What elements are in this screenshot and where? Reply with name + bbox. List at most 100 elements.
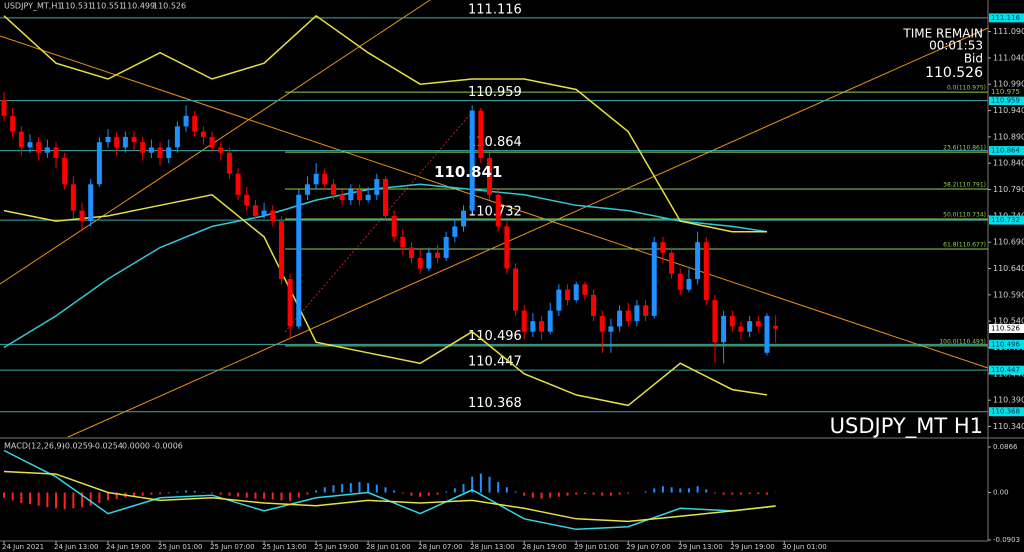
candle-body bbox=[105, 136, 111, 143]
macd-y-tick-label: 0.0866 bbox=[993, 443, 1018, 451]
fib-label: 38.2(110.791) bbox=[943, 182, 986, 189]
x-tick-label: 28 Jun 01:00 bbox=[366, 543, 410, 551]
candle-body bbox=[677, 273, 683, 290]
macd-bar bbox=[185, 490, 188, 493]
candle-body bbox=[729, 315, 735, 327]
x-tick-label: 24 Jun 13:00 bbox=[54, 543, 98, 551]
macd-bar bbox=[661, 486, 664, 493]
candle-body bbox=[478, 110, 484, 158]
macd-bar bbox=[63, 492, 66, 510]
candle-body bbox=[660, 242, 666, 253]
candle-body bbox=[521, 310, 527, 332]
macd-bar bbox=[462, 484, 465, 493]
candle-body bbox=[209, 136, 215, 148]
x-tick-label: 24 Jun 19:00 bbox=[106, 543, 150, 551]
macd-bar bbox=[202, 491, 205, 493]
macd-bar bbox=[323, 487, 326, 493]
macd-y-tick-label: 0.00 bbox=[993, 489, 1009, 497]
macd-bar bbox=[670, 487, 673, 493]
macd-line bbox=[3, 449, 776, 531]
candle-body bbox=[140, 142, 146, 153]
candle-body bbox=[573, 284, 579, 301]
macd-bar bbox=[280, 492, 283, 501]
macd-bar bbox=[289, 492, 292, 501]
macd-bar bbox=[479, 473, 482, 493]
candle-body bbox=[695, 242, 701, 280]
x-tick-label: 28 Jun 13:00 bbox=[470, 543, 514, 551]
price-text: 110.841 bbox=[434, 163, 502, 181]
price-badge-label: 110.975 bbox=[991, 88, 1020, 96]
candle-body bbox=[174, 126, 180, 148]
candle-body bbox=[504, 226, 510, 269]
y-tick-label: 110.640 bbox=[993, 264, 1024, 273]
x-tick-label: 30 Jun 01:00 bbox=[782, 543, 826, 551]
macd-bar bbox=[713, 492, 716, 494]
macd-readout: -0.0259 bbox=[62, 442, 93, 451]
y-tick-label: 110.940 bbox=[993, 106, 1024, 115]
macd-bar bbox=[358, 482, 361, 493]
candle-body bbox=[582, 284, 588, 295]
macd-bar bbox=[375, 484, 378, 493]
candle-body bbox=[773, 325, 779, 329]
candle-body bbox=[530, 321, 536, 332]
macd-bar bbox=[427, 492, 430, 496]
macd-bar bbox=[219, 492, 222, 495]
candle-body bbox=[53, 147, 59, 158]
macd-bar bbox=[488, 476, 491, 493]
x-tick-label: 29 Jun 01:00 bbox=[574, 543, 618, 551]
macd-bar bbox=[81, 492, 84, 508]
macd-bar bbox=[540, 492, 543, 499]
macd-title: MACD(12,26,9) bbox=[4, 442, 65, 451]
fib-label: 0.0(110.975) bbox=[947, 85, 986, 92]
candle-body bbox=[435, 252, 440, 258]
price-badge-label: 110.526 bbox=[991, 325, 1020, 333]
y-tick-label: 111.040 bbox=[993, 53, 1024, 62]
info-text: 00:01:53 bbox=[929, 39, 983, 53]
candle-body bbox=[244, 194, 250, 206]
macd-bar bbox=[514, 491, 517, 493]
candle-body bbox=[539, 321, 545, 332]
header-value: 110.499 bbox=[122, 2, 155, 11]
candle-body bbox=[400, 236, 406, 248]
level-label: 110.959 bbox=[468, 85, 522, 100]
candle-body bbox=[330, 184, 336, 195]
macd-bar bbox=[263, 492, 266, 499]
indicator-line bbox=[3, 193, 768, 407]
x-tick-label: 25 Jun 13:00 bbox=[262, 543, 306, 551]
x-tick-label: 29 Jun 07:00 bbox=[626, 543, 670, 551]
candle-body bbox=[218, 147, 224, 153]
level-label: 110.496 bbox=[468, 329, 522, 344]
y-tick-label: 110.690 bbox=[993, 238, 1024, 247]
macd-bar bbox=[592, 492, 595, 495]
candle-body bbox=[599, 315, 605, 332]
macd-bar bbox=[107, 492, 110, 501]
candle-body bbox=[738, 326, 744, 332]
macd-bar bbox=[549, 492, 552, 498]
candle-body bbox=[148, 147, 154, 153]
macd-y-tick-label: -0.0903 bbox=[993, 536, 1020, 544]
candle-body bbox=[391, 215, 397, 237]
macd-bar bbox=[141, 492, 144, 496]
candle-body bbox=[443, 236, 449, 258]
macd-bar bbox=[419, 492, 422, 497]
macd-bar bbox=[133, 492, 136, 497]
price-badge bbox=[989, 339, 1024, 349]
macd-bar bbox=[237, 492, 240, 497]
x-tick-label: 28 Jun 19:00 bbox=[522, 543, 566, 551]
y-tick-label: 110.990 bbox=[993, 80, 1024, 89]
macd-bar bbox=[722, 492, 725, 495]
level-label: 111.116 bbox=[468, 2, 522, 17]
y-tick-label: 110.540 bbox=[993, 317, 1024, 326]
candle-body bbox=[1, 100, 7, 116]
macd-bar bbox=[46, 492, 49, 508]
macd-bar bbox=[159, 492, 162, 495]
macd-bar bbox=[37, 492, 40, 506]
trend-line bbox=[0, 0, 431, 285]
candle-body bbox=[114, 136, 120, 148]
fib-label: 61.8(110.677) bbox=[943, 242, 986, 249]
macd-bar bbox=[731, 492, 734, 495]
macd-bar bbox=[393, 490, 396, 493]
macd-bar bbox=[410, 492, 413, 496]
macd-bar bbox=[601, 492, 604, 496]
